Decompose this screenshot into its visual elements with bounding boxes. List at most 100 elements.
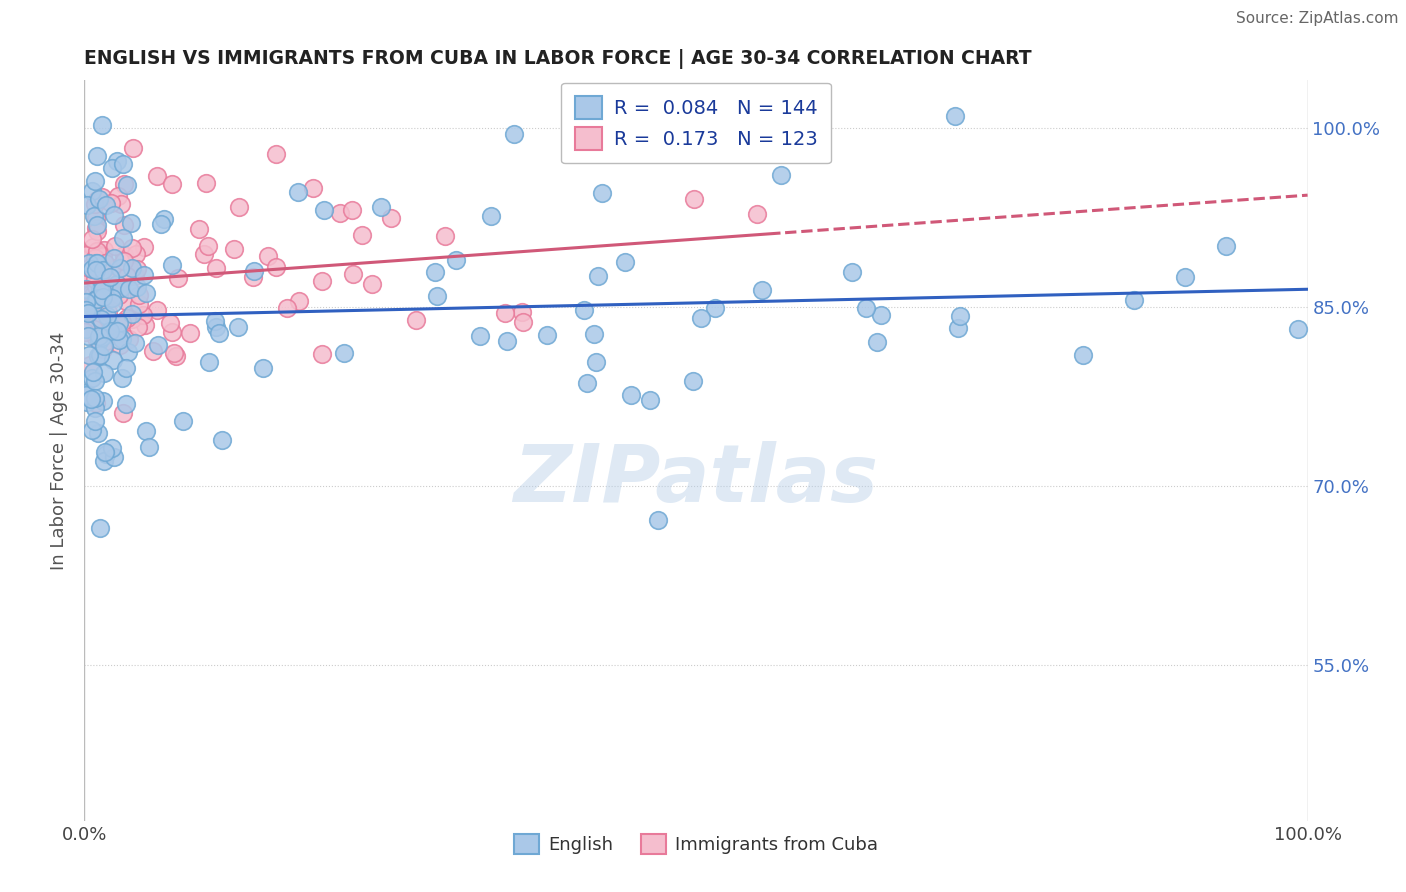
Point <box>134 318 156 333</box>
Point <box>312 203 335 218</box>
Point <box>115 270 138 285</box>
Point <box>84 174 107 188</box>
Point <box>163 346 186 360</box>
Point <box>118 282 141 296</box>
Point <box>93 339 115 353</box>
Point <box>86 262 108 277</box>
Point <box>84 221 107 235</box>
Point <box>380 211 402 226</box>
Point <box>86 224 108 238</box>
Point <box>90 282 112 296</box>
Point <box>360 277 382 292</box>
Point <box>426 289 449 303</box>
Point <box>86 218 108 232</box>
Point <box>87 317 110 331</box>
Point <box>91 330 114 344</box>
Point <box>117 178 139 192</box>
Point <box>105 277 128 291</box>
Point <box>100 321 122 335</box>
Point <box>76 395 98 409</box>
Point <box>82 260 104 274</box>
Point <box>75 387 97 401</box>
Point <box>197 239 219 253</box>
Point <box>205 261 228 276</box>
Point <box>84 279 107 293</box>
Point <box>115 269 138 284</box>
Point <box>1215 238 1237 252</box>
Point <box>101 353 124 368</box>
Point <box>103 252 125 266</box>
Point <box>93 244 115 258</box>
Point <box>114 360 136 375</box>
Point <box>79 287 101 301</box>
Point <box>311 274 333 288</box>
Point <box>118 332 141 346</box>
Point <box>82 262 104 277</box>
Point <box>75 322 97 336</box>
Point <box>108 261 131 276</box>
Point <box>86 316 108 330</box>
Point <box>117 345 139 359</box>
Point <box>84 331 107 345</box>
Point <box>97 325 120 339</box>
Point <box>179 326 201 340</box>
Point <box>84 252 107 266</box>
Point <box>93 367 115 381</box>
Point <box>96 198 118 212</box>
Point <box>111 333 134 347</box>
Point <box>87 309 110 323</box>
Point <box>75 282 97 296</box>
Point <box>222 243 245 257</box>
Point <box>91 289 114 303</box>
Point <box>949 309 972 323</box>
Point <box>90 190 112 204</box>
Point <box>444 253 467 268</box>
Point <box>121 261 143 276</box>
Point <box>77 348 100 362</box>
Point <box>125 247 148 261</box>
Point <box>1286 322 1309 336</box>
Point <box>167 271 190 285</box>
Point <box>1071 348 1094 362</box>
Point <box>82 300 104 314</box>
Point <box>79 269 101 284</box>
Point <box>97 305 120 319</box>
Point <box>91 342 114 356</box>
Point <box>93 256 115 270</box>
Point <box>107 188 129 202</box>
Point <box>536 327 558 342</box>
Point <box>83 321 105 335</box>
Point <box>79 392 101 406</box>
Point <box>110 196 132 211</box>
Point <box>86 244 108 259</box>
Point <box>82 423 104 437</box>
Point <box>79 358 101 372</box>
Point <box>855 301 877 315</box>
Point <box>866 334 889 349</box>
Point <box>943 109 966 123</box>
Point <box>103 450 125 465</box>
Point <box>89 291 111 305</box>
Point <box>333 346 356 360</box>
Y-axis label: In Labor Force | Age 30-34: In Labor Force | Age 30-34 <box>51 331 69 570</box>
Point <box>125 261 148 276</box>
Point <box>93 394 115 409</box>
Point <box>124 268 146 283</box>
Point <box>84 292 107 306</box>
Point <box>342 267 364 281</box>
Point <box>77 261 100 276</box>
Point <box>125 280 148 294</box>
Point <box>107 324 129 338</box>
Point <box>302 180 325 194</box>
Point <box>288 293 311 308</box>
Point <box>82 295 104 310</box>
Point <box>89 312 111 326</box>
Point <box>494 306 516 320</box>
Point <box>101 291 124 305</box>
Point <box>91 249 114 263</box>
Point <box>104 239 127 253</box>
Point <box>86 349 108 363</box>
Point <box>101 161 124 175</box>
Point <box>87 329 110 343</box>
Point <box>79 256 101 270</box>
